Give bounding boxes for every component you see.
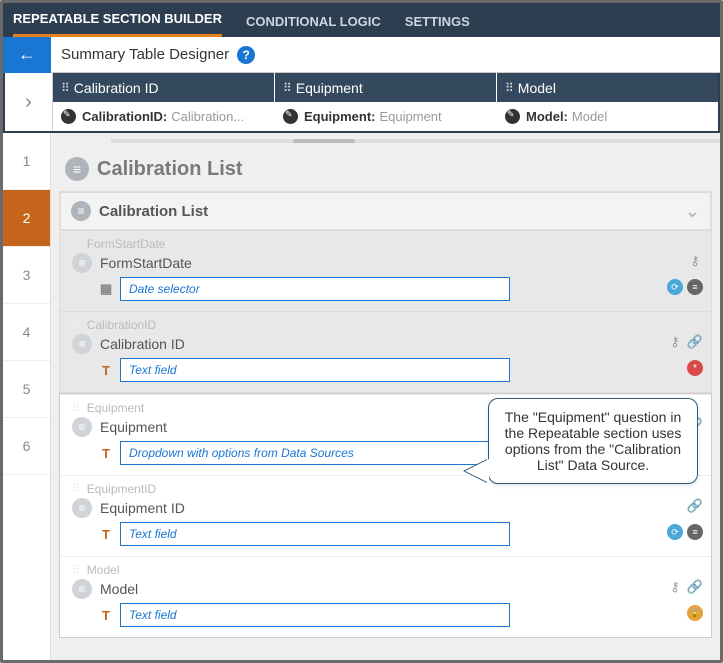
lock-icon[interactable]: 🔒 bbox=[687, 605, 703, 621]
tab-logic[interactable]: CONDITIONAL LOGIC bbox=[246, 6, 381, 37]
question-block[interactable]: ⠿ CalibrationID ≡ Calibration ID T Text fie… bbox=[60, 311, 711, 392]
drag-icon[interactable]: ⠿ bbox=[72, 482, 79, 496]
summary-col-body[interactable]: Equipment: Equipment bbox=[275, 102, 496, 131]
question-input[interactable]: Text field bbox=[120, 603, 510, 627]
question-icon: ≡ bbox=[72, 334, 92, 354]
question-label: Model bbox=[100, 581, 703, 597]
list-icon: ≡ bbox=[71, 201, 91, 221]
question-block[interactable]: ⠿ EquipmentID ≡ Equipment ID T Text field 🔗… bbox=[60, 475, 711, 556]
text-type-icon: T bbox=[98, 527, 114, 542]
question-block[interactable]: ⠿ FormStartDate ≡ FormStartDate ▦ Date sele… bbox=[60, 230, 711, 311]
drag-icon[interactable]: ⠿ bbox=[72, 318, 79, 332]
edit-icon bbox=[283, 109, 298, 124]
summary-col-body[interactable]: Model: Model bbox=[497, 102, 718, 131]
chevron-down-icon[interactable]: ⌄ bbox=[685, 201, 700, 222]
subheader: ← Summary Table Designer ? bbox=[3, 37, 720, 73]
required-icon[interactable]: * bbox=[687, 360, 703, 376]
page-title: Summary Table Designer bbox=[61, 46, 229, 63]
summary-col-header[interactable]: ⠿Calibration ID bbox=[53, 73, 274, 102]
workspace: ≡ Calibration List ≡ Calibration List ⌄ … bbox=[51, 133, 720, 660]
link-icon[interactable]: 🔗 bbox=[687, 334, 703, 350]
question-code: Model bbox=[87, 563, 120, 577]
summary-col-header[interactable]: ⠿Equipment bbox=[275, 73, 496, 102]
row-index[interactable]: 3 bbox=[3, 247, 50, 304]
row-index-strip: 123456 bbox=[3, 133, 51, 660]
edit-icon bbox=[505, 109, 520, 124]
edit-icon bbox=[61, 109, 76, 124]
tree-icon[interactable]: ⚷ bbox=[667, 579, 683, 595]
question-icon: ≡ bbox=[72, 579, 92, 599]
question-code: CalibrationID bbox=[87, 318, 156, 332]
help-icon[interactable]: ? bbox=[237, 46, 255, 64]
callout-text: The "Equipment" question in the Repeatab… bbox=[505, 409, 682, 473]
question-input[interactable]: Text field bbox=[120, 522, 510, 546]
drag-icon[interactable]: ⠿ bbox=[72, 237, 79, 251]
section-title: Calibration List bbox=[97, 158, 243, 181]
callout: The "Equipment" question in the Repeatab… bbox=[488, 398, 698, 484]
question-block[interactable]: ⠿ Model ≡ Model T Text field ⚷🔗 🔒 bbox=[60, 556, 711, 637]
row-index[interactable]: 1 bbox=[3, 133, 50, 190]
expand-button[interactable]: › bbox=[5, 73, 53, 131]
question-icon: ≡ bbox=[72, 417, 92, 437]
question-input[interactable]: Dropdown with options from Data Sources bbox=[120, 441, 510, 465]
section-icon: ≡ bbox=[65, 157, 89, 181]
tab-builder[interactable]: REPEATABLE SECTION BUILDER bbox=[13, 3, 222, 37]
summary-table: › ⠿Calibration ID CalibrationID: Calibra… bbox=[3, 73, 720, 133]
info-icon[interactable]: ⟳ bbox=[667, 279, 683, 295]
summary-col-body[interactable]: CalibrationID: Calibration... bbox=[53, 102, 274, 131]
info-icon[interactable]: ⟳ bbox=[667, 524, 683, 540]
tree-icon[interactable]: ⚷ bbox=[687, 253, 703, 269]
row-index[interactable]: 6 bbox=[3, 418, 50, 475]
question-code: Equipment bbox=[87, 401, 144, 415]
link-icon[interactable]: 🔗 bbox=[687, 579, 703, 595]
list-header[interactable]: ≡ Calibration List ⌄ bbox=[60, 192, 711, 230]
list-header-title: Calibration List bbox=[99, 203, 677, 220]
question-icon: ≡ bbox=[72, 498, 92, 518]
text-type-icon: T bbox=[98, 446, 114, 461]
data-icon[interactable]: ≡ bbox=[687, 524, 703, 540]
text-type-icon: T bbox=[98, 363, 114, 378]
question-label: Equipment ID bbox=[100, 500, 703, 516]
question-code: EquipmentID bbox=[87, 482, 156, 496]
calendar-icon: ▦ bbox=[98, 281, 114, 297]
row-index[interactable]: 2 bbox=[3, 190, 50, 247]
drag-icon[interactable]: ⠿ bbox=[72, 401, 79, 415]
tree-icon[interactable]: ⚷ bbox=[667, 334, 683, 350]
row-index[interactable]: 4 bbox=[3, 304, 50, 361]
link-icon[interactable]: 🔗 bbox=[687, 498, 703, 514]
top-tabs: REPEATABLE SECTION BUILDER CONDITIONAL L… bbox=[3, 3, 720, 37]
drag-icon[interactable]: ⠿ bbox=[72, 563, 79, 577]
question-label: Calibration ID bbox=[100, 336, 703, 352]
question-code: FormStartDate bbox=[87, 237, 166, 251]
question-input[interactable]: Text field bbox=[120, 358, 510, 382]
row-index[interactable]: 5 bbox=[3, 361, 50, 418]
question-icon: ≡ bbox=[72, 253, 92, 273]
tab-settings[interactable]: SETTINGS bbox=[405, 6, 470, 37]
scrollbar-horizontal[interactable] bbox=[111, 139, 720, 143]
question-label: FormStartDate bbox=[100, 255, 703, 271]
data-icon[interactable]: ≡ bbox=[687, 279, 703, 295]
text-type-icon: T bbox=[98, 608, 114, 623]
question-input[interactable]: Date selector bbox=[120, 277, 510, 301]
summary-col-header[interactable]: ⠿Model bbox=[497, 73, 718, 102]
back-button[interactable]: ← bbox=[3, 37, 51, 73]
